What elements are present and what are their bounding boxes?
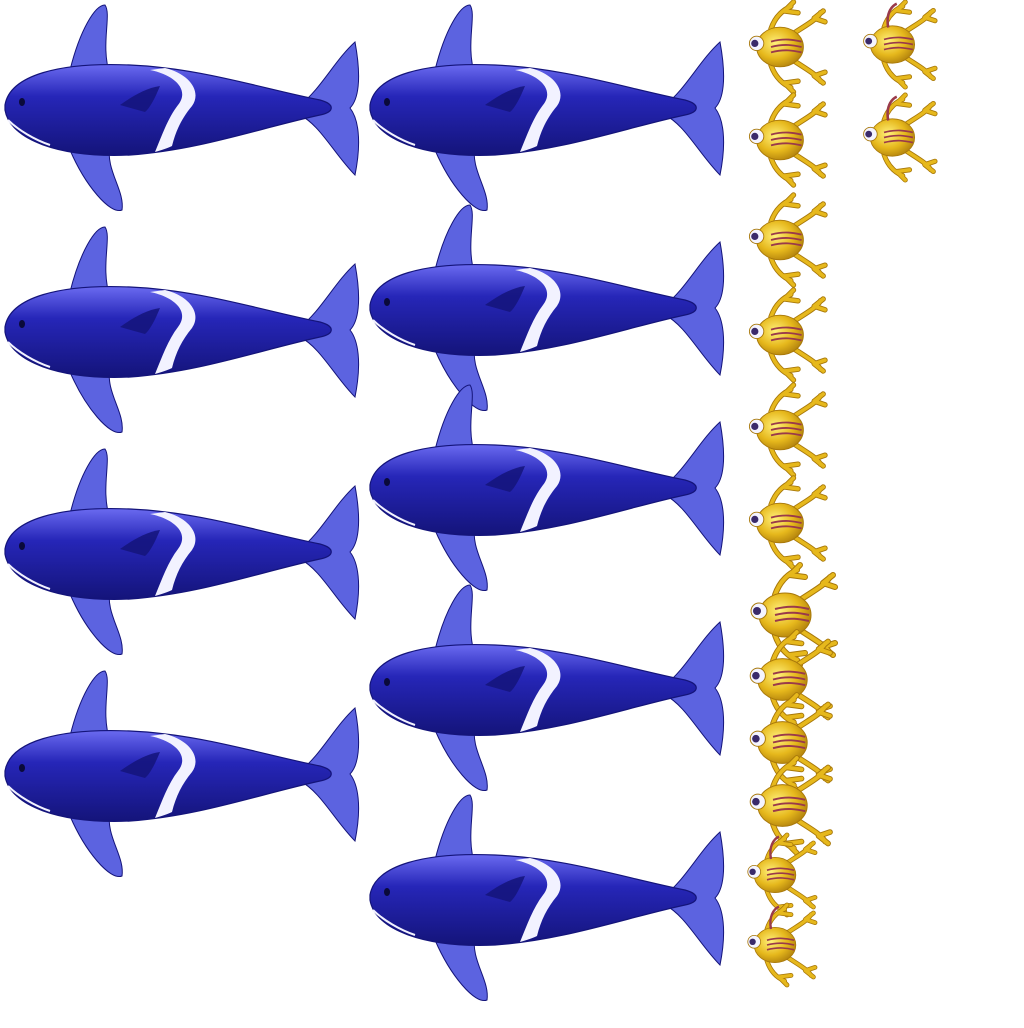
orca-sprite: [369, 4, 725, 211]
orca-sprite: [369, 204, 725, 411]
orca-sprite: [369, 584, 725, 791]
orca-sprite: [4, 4, 360, 211]
frog-sprite: [748, 287, 828, 383]
orca-sprite: [4, 448, 360, 655]
frog-sprite: [749, 755, 833, 856]
orca-sprite: [4, 670, 360, 877]
frog-sprite: [748, 0, 828, 95]
frog-sprite: [748, 382, 828, 478]
orca-sprite: [4, 226, 360, 433]
frog-sprite: [747, 902, 818, 988]
frog-sprite: [748, 92, 828, 188]
orca-sprite: [369, 384, 725, 591]
frog-sprite: [863, 0, 938, 90]
frog-sprite: [863, 92, 938, 183]
frog-sprite: [748, 192, 828, 288]
frog-sprite: [747, 832, 818, 918]
frog-sprite: [748, 475, 828, 571]
orca-sprite: [369, 794, 725, 1001]
